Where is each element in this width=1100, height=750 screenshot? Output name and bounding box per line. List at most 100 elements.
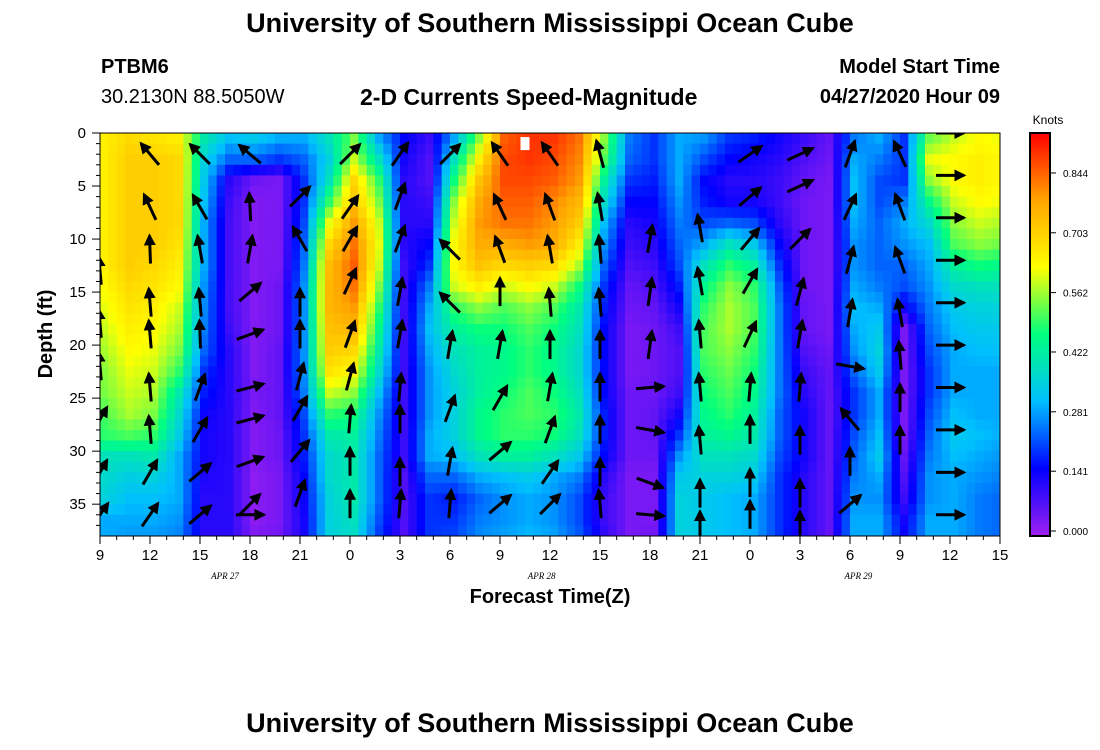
heatmap-cell xyxy=(341,292,351,304)
heatmap-cell xyxy=(825,323,834,336)
heatmap-cell xyxy=(691,355,701,367)
heatmap-cell xyxy=(675,239,684,251)
heatmap-cell xyxy=(841,514,851,526)
heatmap-cell xyxy=(541,493,551,505)
heatmap-cell xyxy=(816,525,826,536)
heatmap-cell xyxy=(633,376,643,389)
heatmap-cell xyxy=(908,143,918,155)
heatmap-cell xyxy=(691,302,701,314)
heatmap-cell xyxy=(158,493,168,505)
heatmap-cell xyxy=(650,451,659,463)
heatmap-cell xyxy=(191,217,201,230)
heatmap-cell xyxy=(358,143,368,155)
heatmap-cell xyxy=(433,313,443,325)
heatmap-cell xyxy=(541,514,551,526)
heatmap-cell xyxy=(291,440,301,452)
heatmap-cell xyxy=(641,143,651,155)
heatmap-cell xyxy=(366,419,376,431)
heatmap-cell xyxy=(491,292,501,304)
current-arrow xyxy=(100,307,106,338)
heatmap-cell xyxy=(991,270,1000,283)
heatmap-cell xyxy=(300,175,309,187)
heatmap-cell xyxy=(500,355,509,367)
heatmap-cell xyxy=(125,387,134,399)
heatmap-cell xyxy=(133,355,143,367)
heatmap-cell xyxy=(183,345,193,357)
heatmap-cell xyxy=(616,514,626,526)
heatmap-cell xyxy=(108,451,118,463)
heatmap-cell xyxy=(875,281,884,293)
heatmap-cell xyxy=(350,345,359,357)
heatmap-cell xyxy=(891,493,901,505)
heatmap-cell xyxy=(575,472,584,484)
heatmap-cell xyxy=(208,419,218,431)
heatmap-cell xyxy=(741,398,751,410)
heatmap-cell xyxy=(233,323,243,336)
heatmap-cell xyxy=(833,504,843,516)
heatmap-cell xyxy=(816,292,826,304)
heatmap-cell xyxy=(116,514,126,526)
heatmap-cell xyxy=(800,292,809,304)
heatmap-cell xyxy=(966,355,976,367)
current-arrow xyxy=(344,361,357,391)
heatmap-cell xyxy=(508,493,518,505)
heatmap-cell xyxy=(541,302,551,314)
heatmap-cell xyxy=(408,207,418,219)
current-arrow xyxy=(444,487,457,519)
heatmap-cell xyxy=(891,482,901,495)
heatmap-cell xyxy=(308,525,318,536)
heatmap-cell xyxy=(841,493,851,505)
heatmap-cell xyxy=(275,440,284,452)
heatmap-cell xyxy=(475,239,484,251)
heatmap-cell xyxy=(583,398,593,410)
heatmap-cell xyxy=(475,366,484,378)
heatmap-cell xyxy=(875,345,884,357)
heatmap-cell xyxy=(741,345,751,357)
current-arrow xyxy=(393,223,408,253)
heatmap-cell xyxy=(108,313,118,325)
heatmap-cell xyxy=(833,249,843,261)
heatmap-cell xyxy=(958,387,968,399)
heatmap-cell xyxy=(700,451,709,463)
heatmap-cell xyxy=(100,451,109,463)
heatmap-cell xyxy=(816,355,826,367)
heatmap-cell xyxy=(833,472,843,484)
heatmap-cell xyxy=(941,270,951,283)
heatmap-cell xyxy=(216,398,226,410)
heatmap-cell xyxy=(883,461,893,473)
heatmap-cell xyxy=(566,472,576,484)
heatmap-cell xyxy=(383,440,393,452)
heatmap-cell xyxy=(166,302,176,314)
heatmap-cell xyxy=(458,419,468,431)
heatmap-cell xyxy=(458,525,468,536)
heatmap-cell xyxy=(575,207,584,219)
heatmap-cell xyxy=(416,408,426,420)
heatmap-cell xyxy=(200,133,209,145)
heatmap-cell xyxy=(675,143,684,155)
heatmap-cell xyxy=(233,429,243,442)
heatmap-cell xyxy=(975,323,984,336)
heatmap-cell xyxy=(941,525,951,536)
heatmap-cell xyxy=(433,387,443,399)
heatmap-cell xyxy=(166,175,176,187)
heatmap-cell xyxy=(275,175,284,187)
heatmap-cell xyxy=(983,323,993,336)
heatmap-cell xyxy=(175,239,184,251)
heatmap-cell xyxy=(250,366,259,378)
heatmap-cell xyxy=(608,207,618,219)
heatmap-cell xyxy=(608,323,618,336)
heatmap-cell xyxy=(583,355,593,367)
heatmap-cell xyxy=(950,366,959,378)
current-arrow xyxy=(100,254,106,285)
heatmap-cell xyxy=(558,164,568,177)
heatmap-cell xyxy=(725,196,734,208)
heatmap-cell xyxy=(816,196,826,208)
heatmap-cell xyxy=(775,429,784,442)
heatmap-cell xyxy=(866,143,876,155)
heatmap-cell xyxy=(641,387,651,399)
heatmap-cell xyxy=(633,366,643,378)
heatmap-cell xyxy=(433,461,443,473)
heatmap-cell xyxy=(216,366,226,378)
heatmap-cell xyxy=(350,207,359,219)
